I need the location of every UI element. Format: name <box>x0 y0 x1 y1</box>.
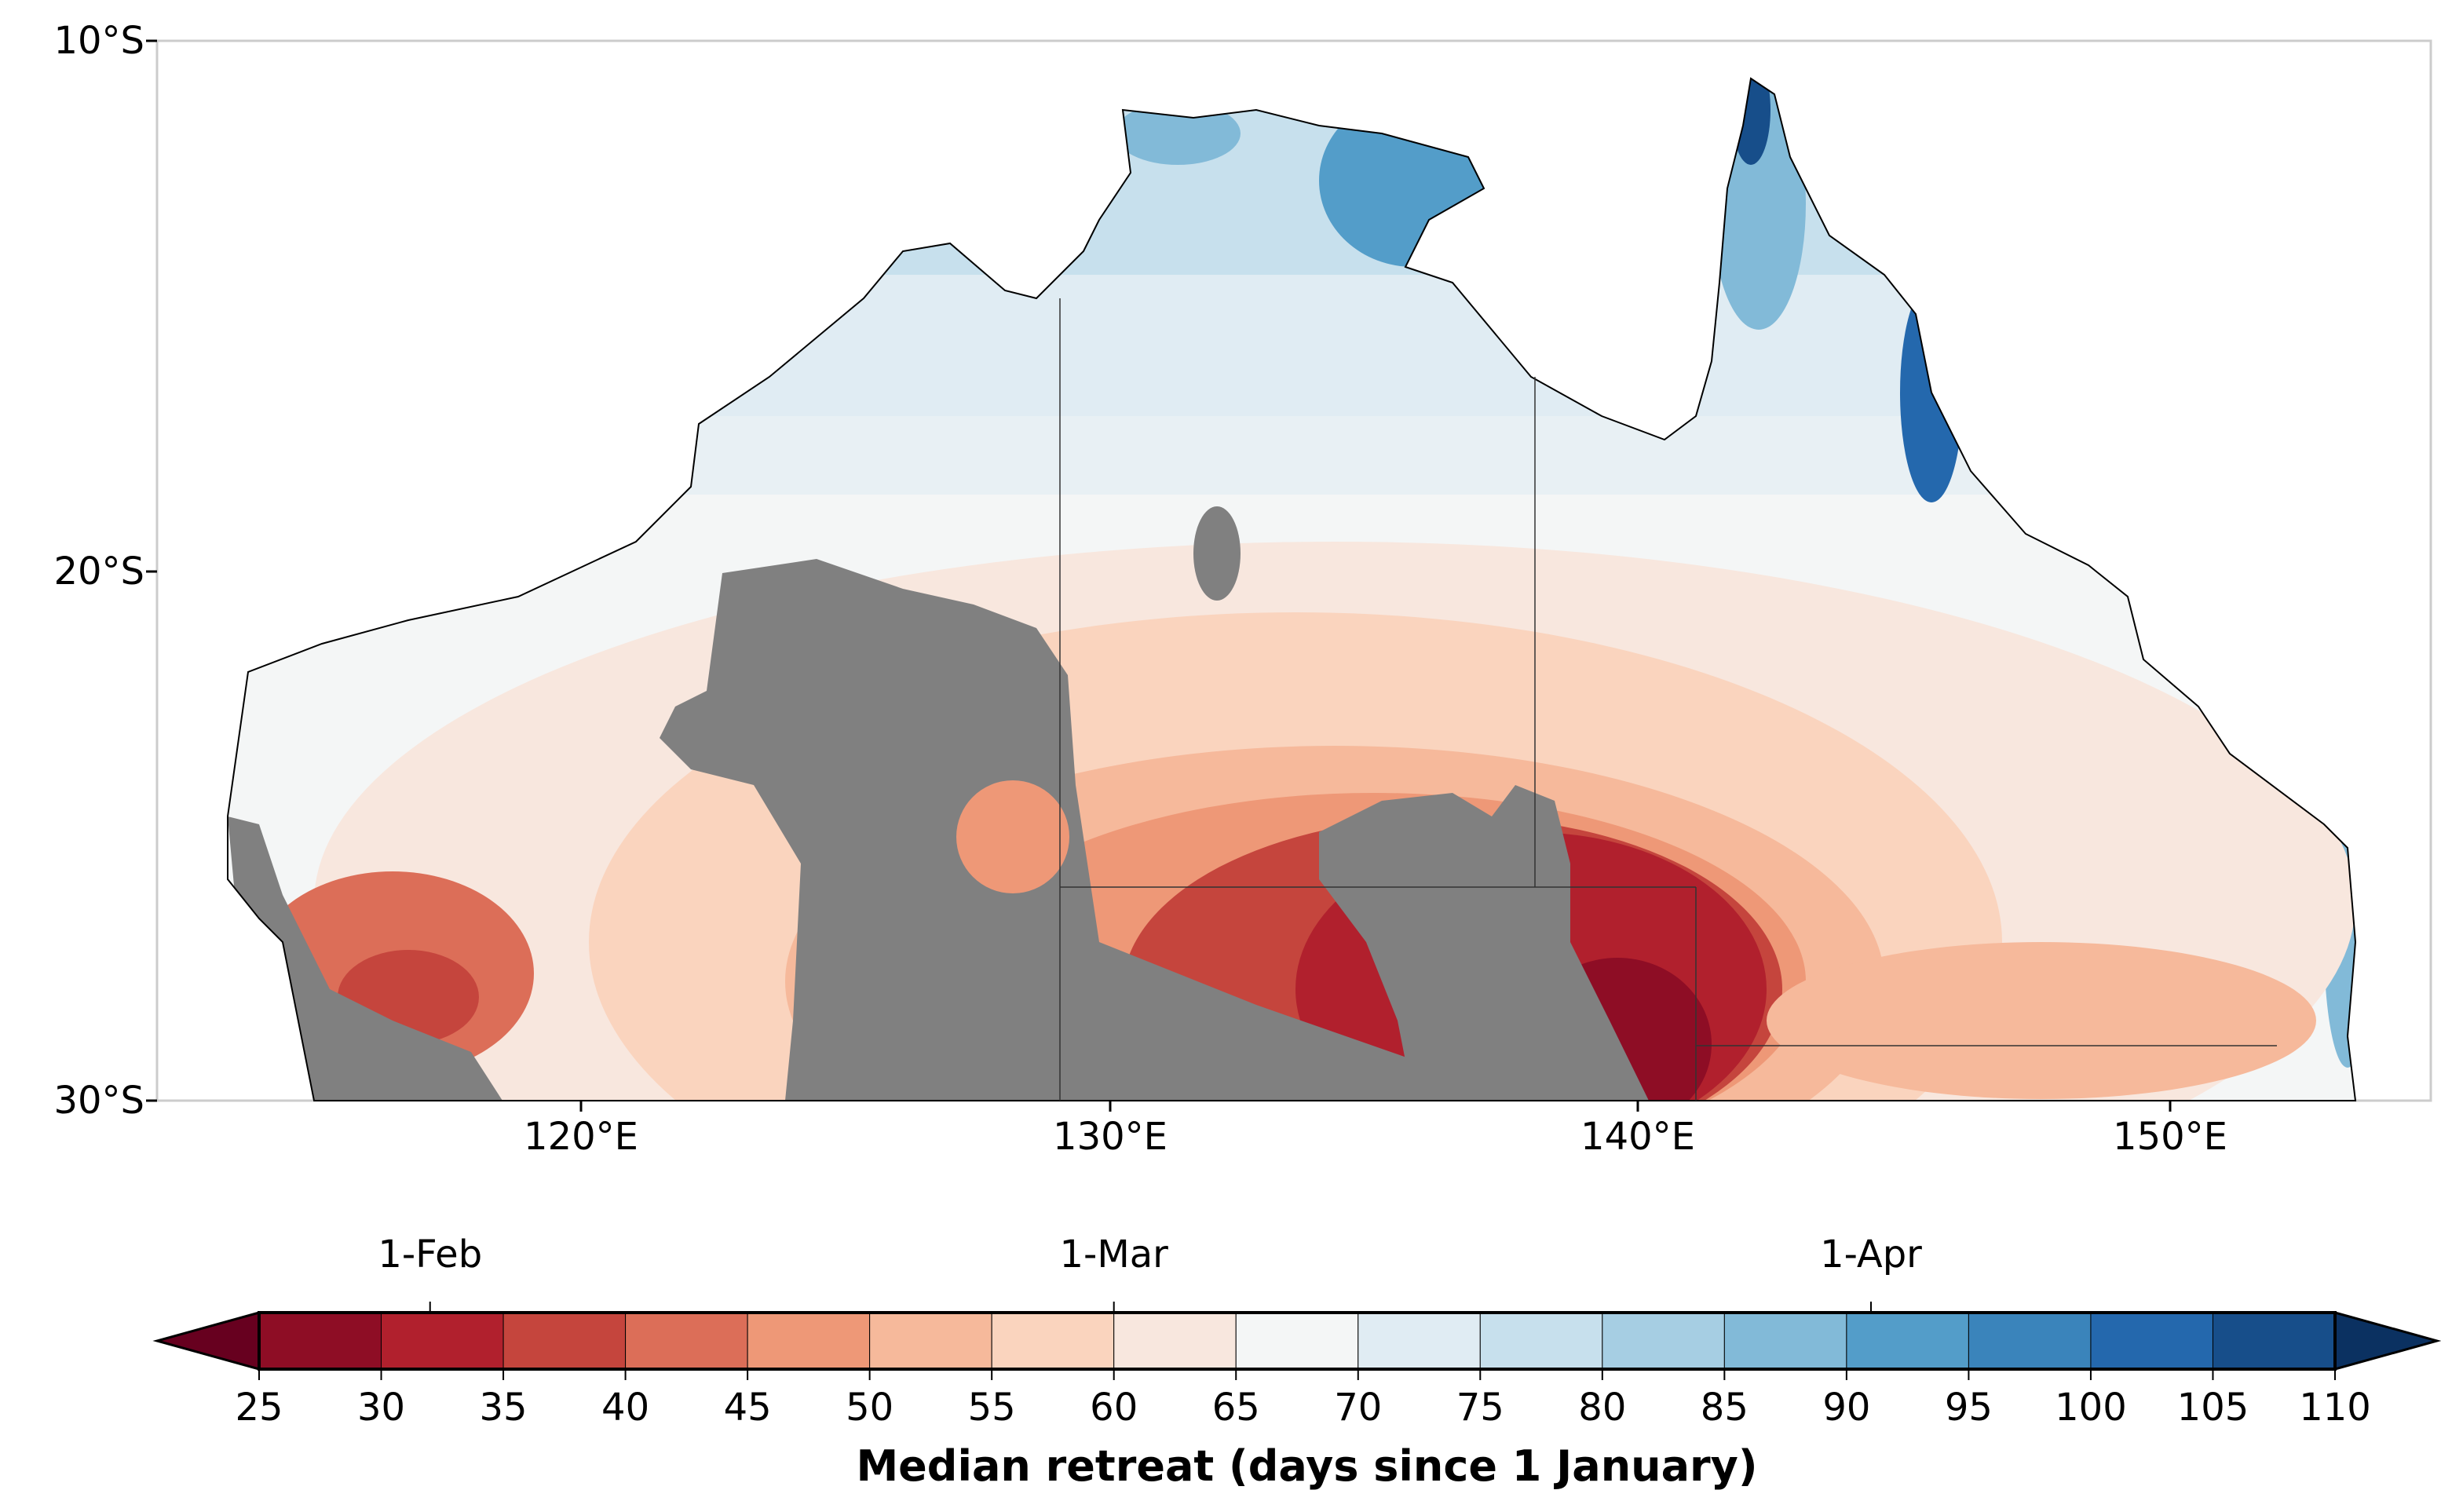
colorbar <box>152 1302 2441 1380</box>
colorbar-tick-label: 60 <box>1090 1386 1138 1430</box>
colorbar-extend-max <box>2333 1311 2441 1371</box>
colorbar-tick-label: 85 <box>1700 1386 1749 1430</box>
colorbar-tick-label: 50 <box>846 1386 894 1430</box>
colorbar-tick-label: 45 <box>723 1386 772 1430</box>
colorbar-outline <box>258 1311 2337 1371</box>
colorbar-date-label: 1-Feb <box>378 1233 483 1276</box>
colorbar-tick-label: 75 <box>1456 1386 1504 1430</box>
colorbar-segment <box>502 1312 627 1370</box>
lat-tick-label: 10°S <box>53 19 144 63</box>
colorbar-tick-label: 35 <box>479 1386 528 1430</box>
colorbar-tick-label: 65 <box>1211 1386 1260 1430</box>
colorbar-segment <box>1358 1312 1481 1370</box>
state-borders <box>1059 298 2277 1101</box>
colorbar-tick-label: 90 <box>1822 1386 1871 1430</box>
colorbar-title: Median retreat (days since 1 January) <box>856 1441 1758 1491</box>
colorbar-tick-label: 70 <box>1334 1386 1383 1430</box>
colorbar-segment <box>747 1312 871 1370</box>
colorbar-tick-label: 100 <box>2055 1386 2127 1430</box>
colorbar-segment <box>991 1312 1115 1370</box>
colorbar-segment <box>1479 1312 1603 1370</box>
lon-tick-label: 120°E <box>524 1115 638 1159</box>
colorbar-tick-label: 105 <box>2176 1386 2249 1430</box>
colorbar-tick-label: 95 <box>1944 1386 1993 1430</box>
colorbar-tick-label: 40 <box>601 1386 650 1430</box>
axis-ticks <box>146 39 2172 1112</box>
lon-tick-label: 130°E <box>1053 1115 1168 1159</box>
colorbar-segment <box>2212 1312 2336 1370</box>
colorbar-segment <box>1113 1312 1237 1370</box>
colorbar-segment <box>258 1312 382 1370</box>
colorbar-tick-label: 25 <box>235 1386 283 1430</box>
colorbar-segment <box>1235 1312 1359 1370</box>
colorbar-segment <box>1602 1312 1725 1370</box>
colorbar-segment <box>1723 1312 1847 1370</box>
lon-tick-label: 150°E <box>2113 1115 2227 1159</box>
colorbar-segment <box>625 1312 748 1370</box>
colorbar-segment <box>869 1312 992 1370</box>
colorbar-tick-label: 80 <box>1578 1386 1627 1430</box>
colorbar-date-label: 1-Mar <box>1059 1233 1168 1276</box>
colorbar-extend-min <box>152 1311 261 1371</box>
colorbar-segment <box>381 1312 504 1370</box>
colorbar-date-label: 1-Apr <box>1820 1233 1922 1276</box>
lon-tick-label: 140°E <box>1580 1115 1695 1159</box>
colorbar-tick-label: 55 <box>967 1386 1016 1430</box>
colorbar-segment <box>2090 1312 2213 1370</box>
colorbar-tick-label: 30 <box>356 1386 406 1430</box>
colorbar-segment <box>1968 1312 2092 1370</box>
lat-tick-label: 20°S <box>53 550 144 593</box>
colorbar-tick-label: 110 <box>2299 1386 2371 1430</box>
colorbar-segment <box>1846 1312 1969 1370</box>
lat-tick-label: 30°S <box>53 1079 144 1123</box>
